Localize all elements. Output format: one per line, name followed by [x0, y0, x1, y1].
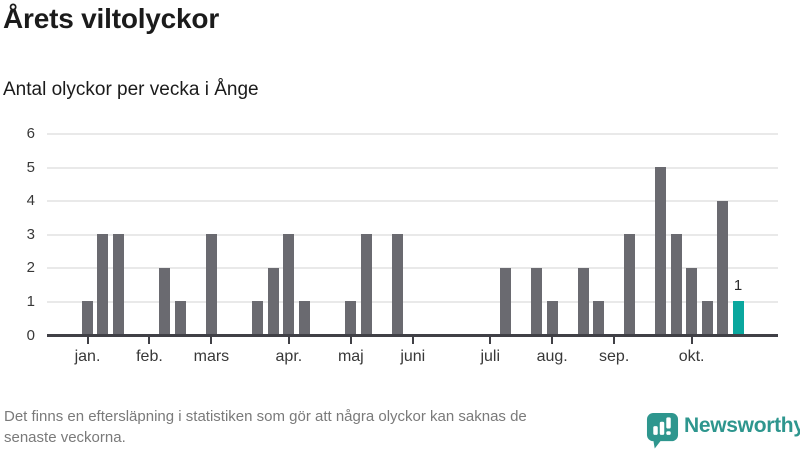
- footnote-line: senaste veckorna.: [4, 429, 126, 446]
- bar-week-5: [159, 267, 171, 335]
- bar-week-12: [267, 267, 279, 335]
- bar-week-35: [624, 234, 636, 335]
- month-tick-feb: [148, 337, 151, 344]
- month-tick-sep: [613, 337, 616, 344]
- page-title: Årets viltolyckor: [3, 3, 220, 34]
- gridline-y3: [47, 233, 778, 236]
- month-label-juli: juli: [480, 348, 501, 365]
- weekly-accidents-bar-chart: 0 1 2 3 4 5 6 jan. feb. mars apr. maj juni juli aug. se…: [26, 125, 778, 365]
- month-tick-maj: [349, 337, 352, 344]
- footnote: Det finns en eftersläpning i statistiken…: [4, 406, 527, 448]
- month-label-sep: sep.: [599, 348, 630, 365]
- y-axis-label-6: 6: [26, 125, 35, 143]
- gridline-y5: [47, 166, 778, 169]
- y-axis-label-0: 0: [26, 326, 35, 344]
- bar-week-39: [686, 267, 698, 335]
- newsworthy-brand-label: Newsworthy: [684, 414, 800, 437]
- y-axis-label-5: 5: [26, 158, 35, 176]
- bar-week-27: [500, 267, 512, 335]
- newsworthy-brand-link[interactable]: Newsworthy: [646, 411, 800, 450]
- month-label-mars: mars: [193, 348, 230, 365]
- bar-week-37: [655, 167, 667, 335]
- bar-week-32: [577, 267, 589, 335]
- gridline-y1: [47, 300, 778, 303]
- bar-week-18: [360, 234, 372, 335]
- chart-subtitle: Antal olyckor per vecka i Ånge: [3, 79, 259, 100]
- y-axis-label-1: 1: [26, 292, 35, 310]
- month-tick-juni: [411, 337, 414, 344]
- month-label-maj: maj: [337, 348, 364, 365]
- bar-week-2: [112, 234, 124, 335]
- y-axis-label-4: 4: [26, 192, 35, 210]
- bar-week-17: [345, 301, 357, 335]
- bar-week-41: [717, 200, 729, 335]
- y-axis-label-3: 3: [26, 225, 35, 243]
- bar-week-0: [82, 301, 93, 335]
- gridline-y2: [47, 267, 778, 270]
- gridline-y6: [47, 133, 778, 136]
- bar-week-29: [531, 267, 543, 335]
- bar-week-20: [391, 234, 403, 335]
- bar-week-8: [205, 234, 217, 335]
- bar-week-11: [252, 301, 264, 335]
- bar-week-30: [546, 301, 558, 335]
- gridline-y4: [47, 200, 778, 203]
- bar-week-14: [298, 301, 310, 335]
- x-axis-line: [47, 334, 778, 337]
- month-label-aug: aug.: [536, 348, 568, 365]
- month-tick-apr: [287, 337, 290, 344]
- month-label-feb: feb.: [136, 348, 163, 365]
- month-label-apr: apr.: [275, 348, 303, 365]
- month-label-jan: jan.: [74, 348, 101, 365]
- month-tick-aug: [551, 337, 554, 344]
- month-tick-mars: [210, 337, 213, 344]
- bar-week-1: [97, 234, 109, 335]
- month-tick-jan: [86, 337, 89, 344]
- highlight-value-label: 1: [733, 277, 743, 295]
- month-label-okt: okt.: [678, 348, 705, 365]
- y-axis-label-2: 2: [26, 259, 35, 277]
- month-tick-juli: [489, 337, 492, 344]
- month-label-juni: juni: [400, 348, 426, 365]
- bar-week-13: [283, 234, 295, 335]
- newsworthy-logo-icon: [646, 412, 679, 450]
- bar-week-42-highlight: [732, 301, 744, 335]
- bar-week-38: [670, 234, 682, 335]
- bar-week-6: [174, 301, 186, 335]
- footnote-line: Det finns en eftersläpning i statistiken…: [4, 408, 527, 425]
- bar-week-40: [701, 301, 713, 335]
- bar-week-33: [593, 301, 605, 335]
- month-tick-okt: [690, 337, 693, 344]
